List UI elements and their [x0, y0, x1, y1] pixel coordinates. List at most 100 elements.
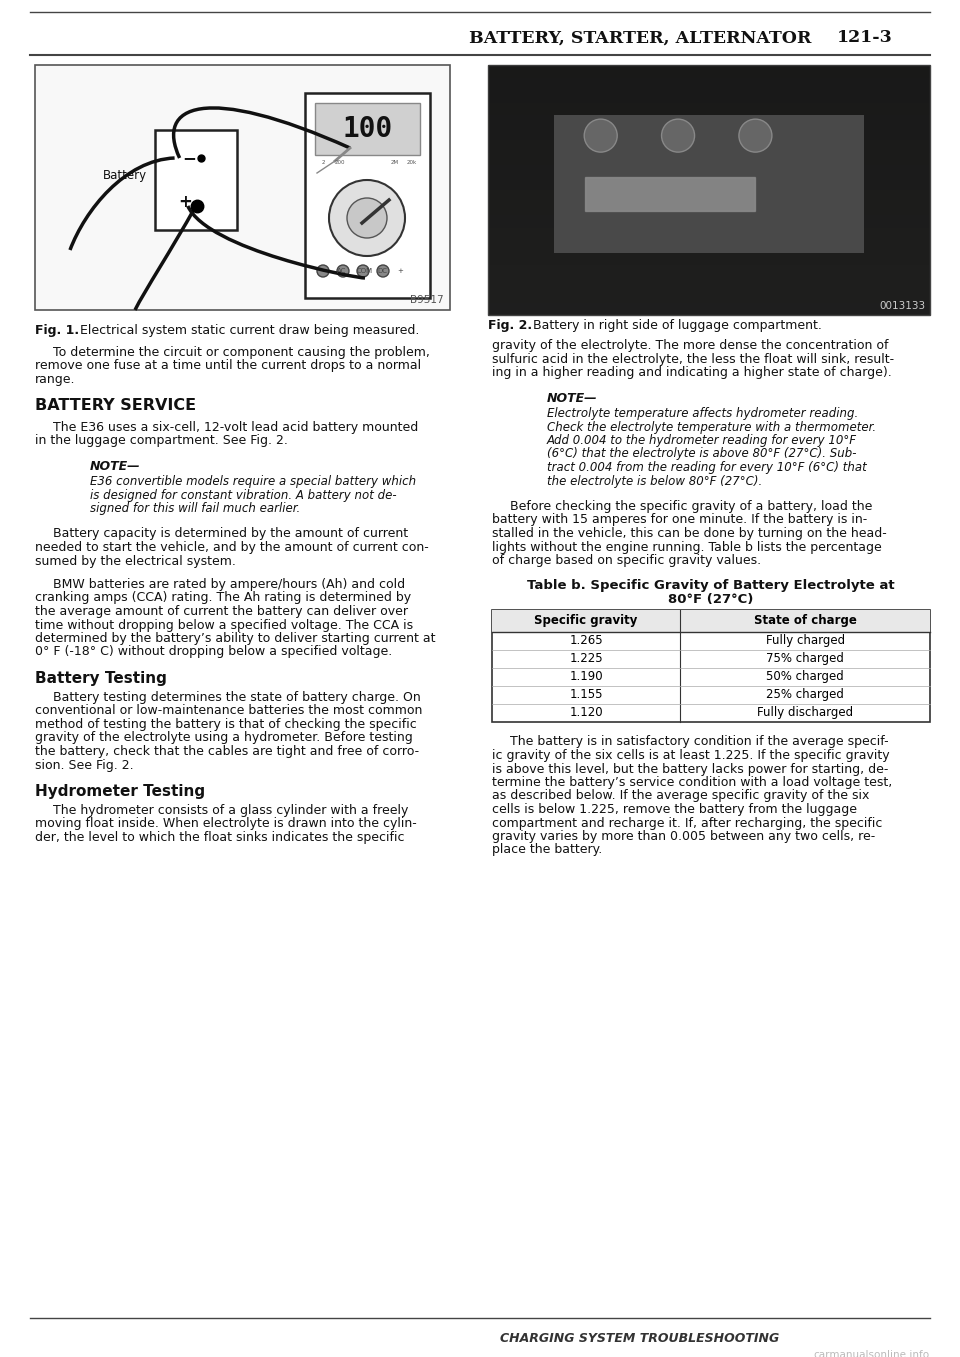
Text: 121-3: 121-3 [837, 30, 893, 46]
Text: The battery is in satisfactory condition if the average specif-: The battery is in satisfactory condition… [510, 735, 889, 749]
Text: Fully discharged: Fully discharged [757, 706, 853, 719]
Text: Add 0.004 to the hydrometer reading for every 10°F: Add 0.004 to the hydrometer reading for … [547, 434, 857, 446]
Circle shape [739, 119, 772, 152]
Text: +: + [179, 193, 192, 210]
Bar [488, 103, 930, 115]
Text: sulfuric acid in the electrolyte, the less the float will sink, result-: sulfuric acid in the electrolyte, the le… [492, 353, 894, 365]
Text: cells is below 1.225, remove the battery from the luggage: cells is below 1.225, remove the battery… [492, 803, 857, 816]
Text: is designed for constant vibration. A battery not de-: is designed for constant vibration. A ba… [90, 489, 396, 502]
Text: gravity of the electrolyte. The more dense the concentration of: gravity of the electrolyte. The more den… [492, 339, 889, 351]
Text: of charge based on specific gravity values.: of charge based on specific gravity valu… [492, 554, 761, 567]
Text: 100: 100 [343, 115, 393, 142]
Text: Electrolyte temperature affects hydrometer reading.: Electrolyte temperature affects hydromet… [547, 407, 858, 421]
Text: Battery in right side of luggage compartment.: Battery in right side of luggage compart… [521, 319, 822, 332]
Text: Fig. 1.: Fig. 1. [35, 324, 79, 337]
Bar [488, 214, 930, 228]
Circle shape [585, 119, 617, 152]
Text: remove one fuse at a time until the current drops to a normal: remove one fuse at a time until the curr… [35, 360, 421, 373]
Text: battery with 15 amperes for one minute. If the battery is in-: battery with 15 amperes for one minute. … [492, 513, 867, 527]
Text: Fully charged: Fully charged [766, 634, 845, 647]
Text: 1.225: 1.225 [569, 651, 603, 665]
Text: signed for this will fail much earlier.: signed for this will fail much earlier. [90, 502, 300, 516]
Bar [488, 290, 930, 303]
Text: Battery capacity is determined by the amount of current: Battery capacity is determined by the am… [53, 528, 408, 540]
Text: 200: 200 [335, 160, 346, 166]
Text: Before checking the specific gravity of a battery, load the: Before checking the specific gravity of … [510, 499, 873, 513]
Text: 2M: 2M [391, 160, 399, 166]
Text: 1.265: 1.265 [569, 634, 603, 647]
Circle shape [661, 119, 694, 152]
Text: ic gravity of the six cells is at least 1.225. If the specific gravity: ic gravity of the six cells is at least … [492, 749, 890, 763]
Text: range.: range. [35, 373, 76, 385]
Text: 2: 2 [322, 160, 324, 166]
Circle shape [377, 265, 389, 277]
Bar [488, 65, 930, 77]
Bar [488, 128, 930, 140]
Bar [35, 65, 450, 309]
Text: 0013133: 0013133 [880, 301, 926, 311]
Bar [488, 228, 930, 240]
Text: moving float inside. When electrolyte is drawn into the cylin-: moving float inside. When electrolyte is… [35, 817, 417, 830]
Bar [488, 152, 930, 166]
Text: AC: AC [337, 267, 347, 274]
Text: 80°F (27°C): 80°F (27°C) [668, 593, 754, 607]
Bar [586, 176, 756, 212]
Text: 50% charged: 50% charged [766, 670, 844, 683]
Text: (6°C) that the electrolyte is above 80°F (27°C). Sub-: (6°C) that the electrolyte is above 80°F… [547, 448, 856, 460]
Text: Battery Testing: Battery Testing [35, 670, 167, 687]
Text: ing in a higher reading and indicating a higher state of charge).: ing in a higher reading and indicating a… [492, 366, 892, 379]
Circle shape [317, 265, 329, 277]
Text: the average amount of current the battery can deliver over: the average amount of current the batter… [35, 605, 408, 617]
Text: the electrolyte is below 80°F (27°C).: the electrolyte is below 80°F (27°C). [547, 475, 762, 487]
Text: compartment and recharge it. If, after recharging, the specific: compartment and recharge it. If, after r… [492, 817, 882, 829]
Text: NOTE—: NOTE— [547, 392, 598, 404]
Text: +: + [397, 267, 403, 274]
Text: BMW batteries are rated by ampere/hours (Ah) and cold: BMW batteries are rated by ampere/hours … [53, 578, 405, 592]
Text: conventional or low-maintenance batteries the most common: conventional or low-maintenance batterie… [35, 704, 422, 718]
Circle shape [329, 180, 405, 256]
Text: State of charge: State of charge [754, 613, 856, 627]
Circle shape [337, 265, 349, 277]
Text: CHARGING SYSTEM TROUBLESHOOTING: CHARGING SYSTEM TROUBLESHOOTING [500, 1333, 780, 1345]
Text: The hydrometer consists of a glass cylinder with a freely: The hydrometer consists of a glass cylin… [53, 803, 408, 817]
Text: 0° F (-18° C) without dropping below a specified voltage.: 0° F (-18° C) without dropping below a s… [35, 646, 393, 658]
Text: in the luggage compartment. See Fig. 2.: in the luggage compartment. See Fig. 2. [35, 434, 288, 446]
Bar [488, 277, 930, 290]
Bar [488, 166, 930, 178]
Text: Specific gravity: Specific gravity [535, 613, 637, 627]
Bar [488, 65, 930, 315]
Bar [488, 265, 930, 277]
Text: sumed by the electrical system.: sumed by the electrical system. [35, 555, 236, 567]
Circle shape [357, 265, 369, 277]
Bar [488, 202, 930, 214]
Text: lights without the engine running. Table b lists the percentage: lights without the engine running. Table… [492, 540, 881, 554]
Text: Table b. Specific Gravity of Battery Electrolyte at: Table b. Specific Gravity of Battery Ele… [527, 579, 895, 593]
Text: tract 0.004 from the reading for every 10°F (6°C) that: tract 0.004 from the reading for every 1… [547, 461, 867, 474]
Text: COM: COM [357, 267, 373, 274]
Bar [313, 141, 422, 171]
Text: stalled in the vehicle, this can be done by turning on the head-: stalled in the vehicle, this can be done… [492, 527, 887, 540]
Text: NOTE—: NOTE— [90, 460, 140, 472]
Text: Fig. 2.: Fig. 2. [488, 319, 532, 332]
Text: is above this level, but the battery lacks power for starting, de-: is above this level, but the battery lac… [492, 763, 888, 775]
Text: BATTERY SERVICE: BATTERY SERVICE [35, 399, 196, 414]
Text: cranking amps (CCA) rating. The Ah rating is determined by: cranking amps (CCA) rating. The Ah ratin… [35, 592, 411, 604]
Bar [155, 130, 237, 229]
Bar [305, 94, 430, 299]
Text: 1.155: 1.155 [569, 688, 603, 702]
Text: gravity varies by more than 0.005 between any two cells, re-: gravity varies by more than 0.005 betwee… [492, 830, 876, 843]
Text: sion. See Fig. 2.: sion. See Fig. 2. [35, 759, 133, 772]
Text: Battery testing determines the state of battery charge. On: Battery testing determines the state of … [53, 691, 420, 704]
Bar [488, 252, 930, 265]
Bar [492, 609, 930, 631]
Text: the battery, check that the cables are tight and free of corro-: the battery, check that the cables are t… [35, 745, 420, 759]
Text: −: − [182, 149, 197, 167]
Bar [492, 609, 930, 722]
Bar [488, 140, 930, 152]
Text: as described below. If the average specific gravity of the six: as described below. If the average speci… [492, 790, 870, 802]
Text: Hydrometer Testing: Hydrometer Testing [35, 784, 205, 799]
Bar [488, 115, 930, 128]
Text: 75% charged: 75% charged [766, 651, 844, 665]
Text: termine the battery’s service condition with a load voltage test,: termine the battery’s service condition … [492, 776, 892, 788]
Text: 1.190: 1.190 [569, 670, 603, 683]
